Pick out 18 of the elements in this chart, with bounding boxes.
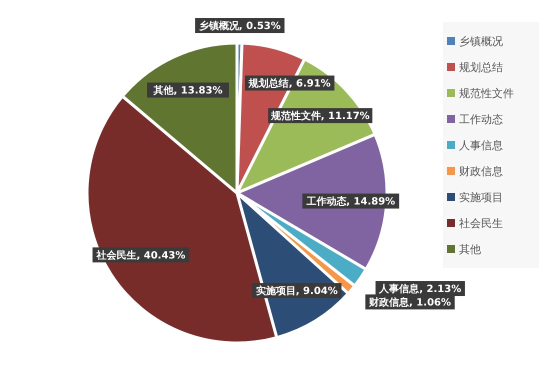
data-label: 人事信息, 2.13%	[378, 283, 462, 296]
data-label: 其他, 13.83%	[152, 84, 222, 97]
data-label: 乡镇概况, 0.53%	[198, 20, 281, 32]
data-label: 规范性文件, 11.17%	[270, 110, 370, 122]
legend-label: 财政信息	[459, 164, 503, 178]
legend-label: 实施项目	[459, 190, 503, 204]
data-label: 实施项目, 9.04%	[256, 285, 338, 298]
legend-label: 工作动态	[459, 112, 503, 126]
legend-label: 社会民生	[459, 216, 503, 230]
legend-label: 规划总结	[459, 60, 503, 74]
legend-label: 规范性文件	[459, 86, 514, 100]
legend-label: 人事信息	[459, 138, 503, 152]
legend-label: 其他	[459, 242, 481, 256]
data-label: 规划总结, 6.91%	[248, 78, 331, 90]
data-label: 社会民生, 40.43%	[95, 249, 186, 262]
legend-label: 乡镇概况	[459, 34, 503, 48]
data-label: 工作动态, 14.89%	[305, 196, 396, 208]
data-label: 财政信息, 1.06%	[368, 296, 452, 308]
